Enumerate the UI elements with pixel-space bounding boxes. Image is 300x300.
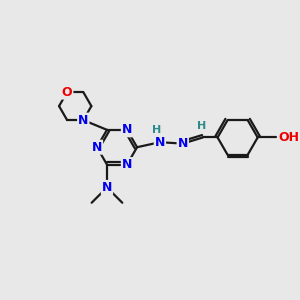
- Text: N: N: [78, 114, 88, 127]
- Text: N: N: [122, 158, 132, 171]
- Text: O: O: [62, 85, 72, 99]
- Text: N: N: [122, 123, 132, 136]
- Text: H: H: [152, 125, 161, 136]
- Text: N: N: [92, 141, 102, 154]
- Text: N: N: [178, 137, 188, 150]
- Text: N: N: [155, 136, 165, 149]
- Text: N: N: [102, 181, 112, 194]
- Text: H: H: [197, 121, 206, 131]
- Text: OH: OH: [278, 131, 299, 144]
